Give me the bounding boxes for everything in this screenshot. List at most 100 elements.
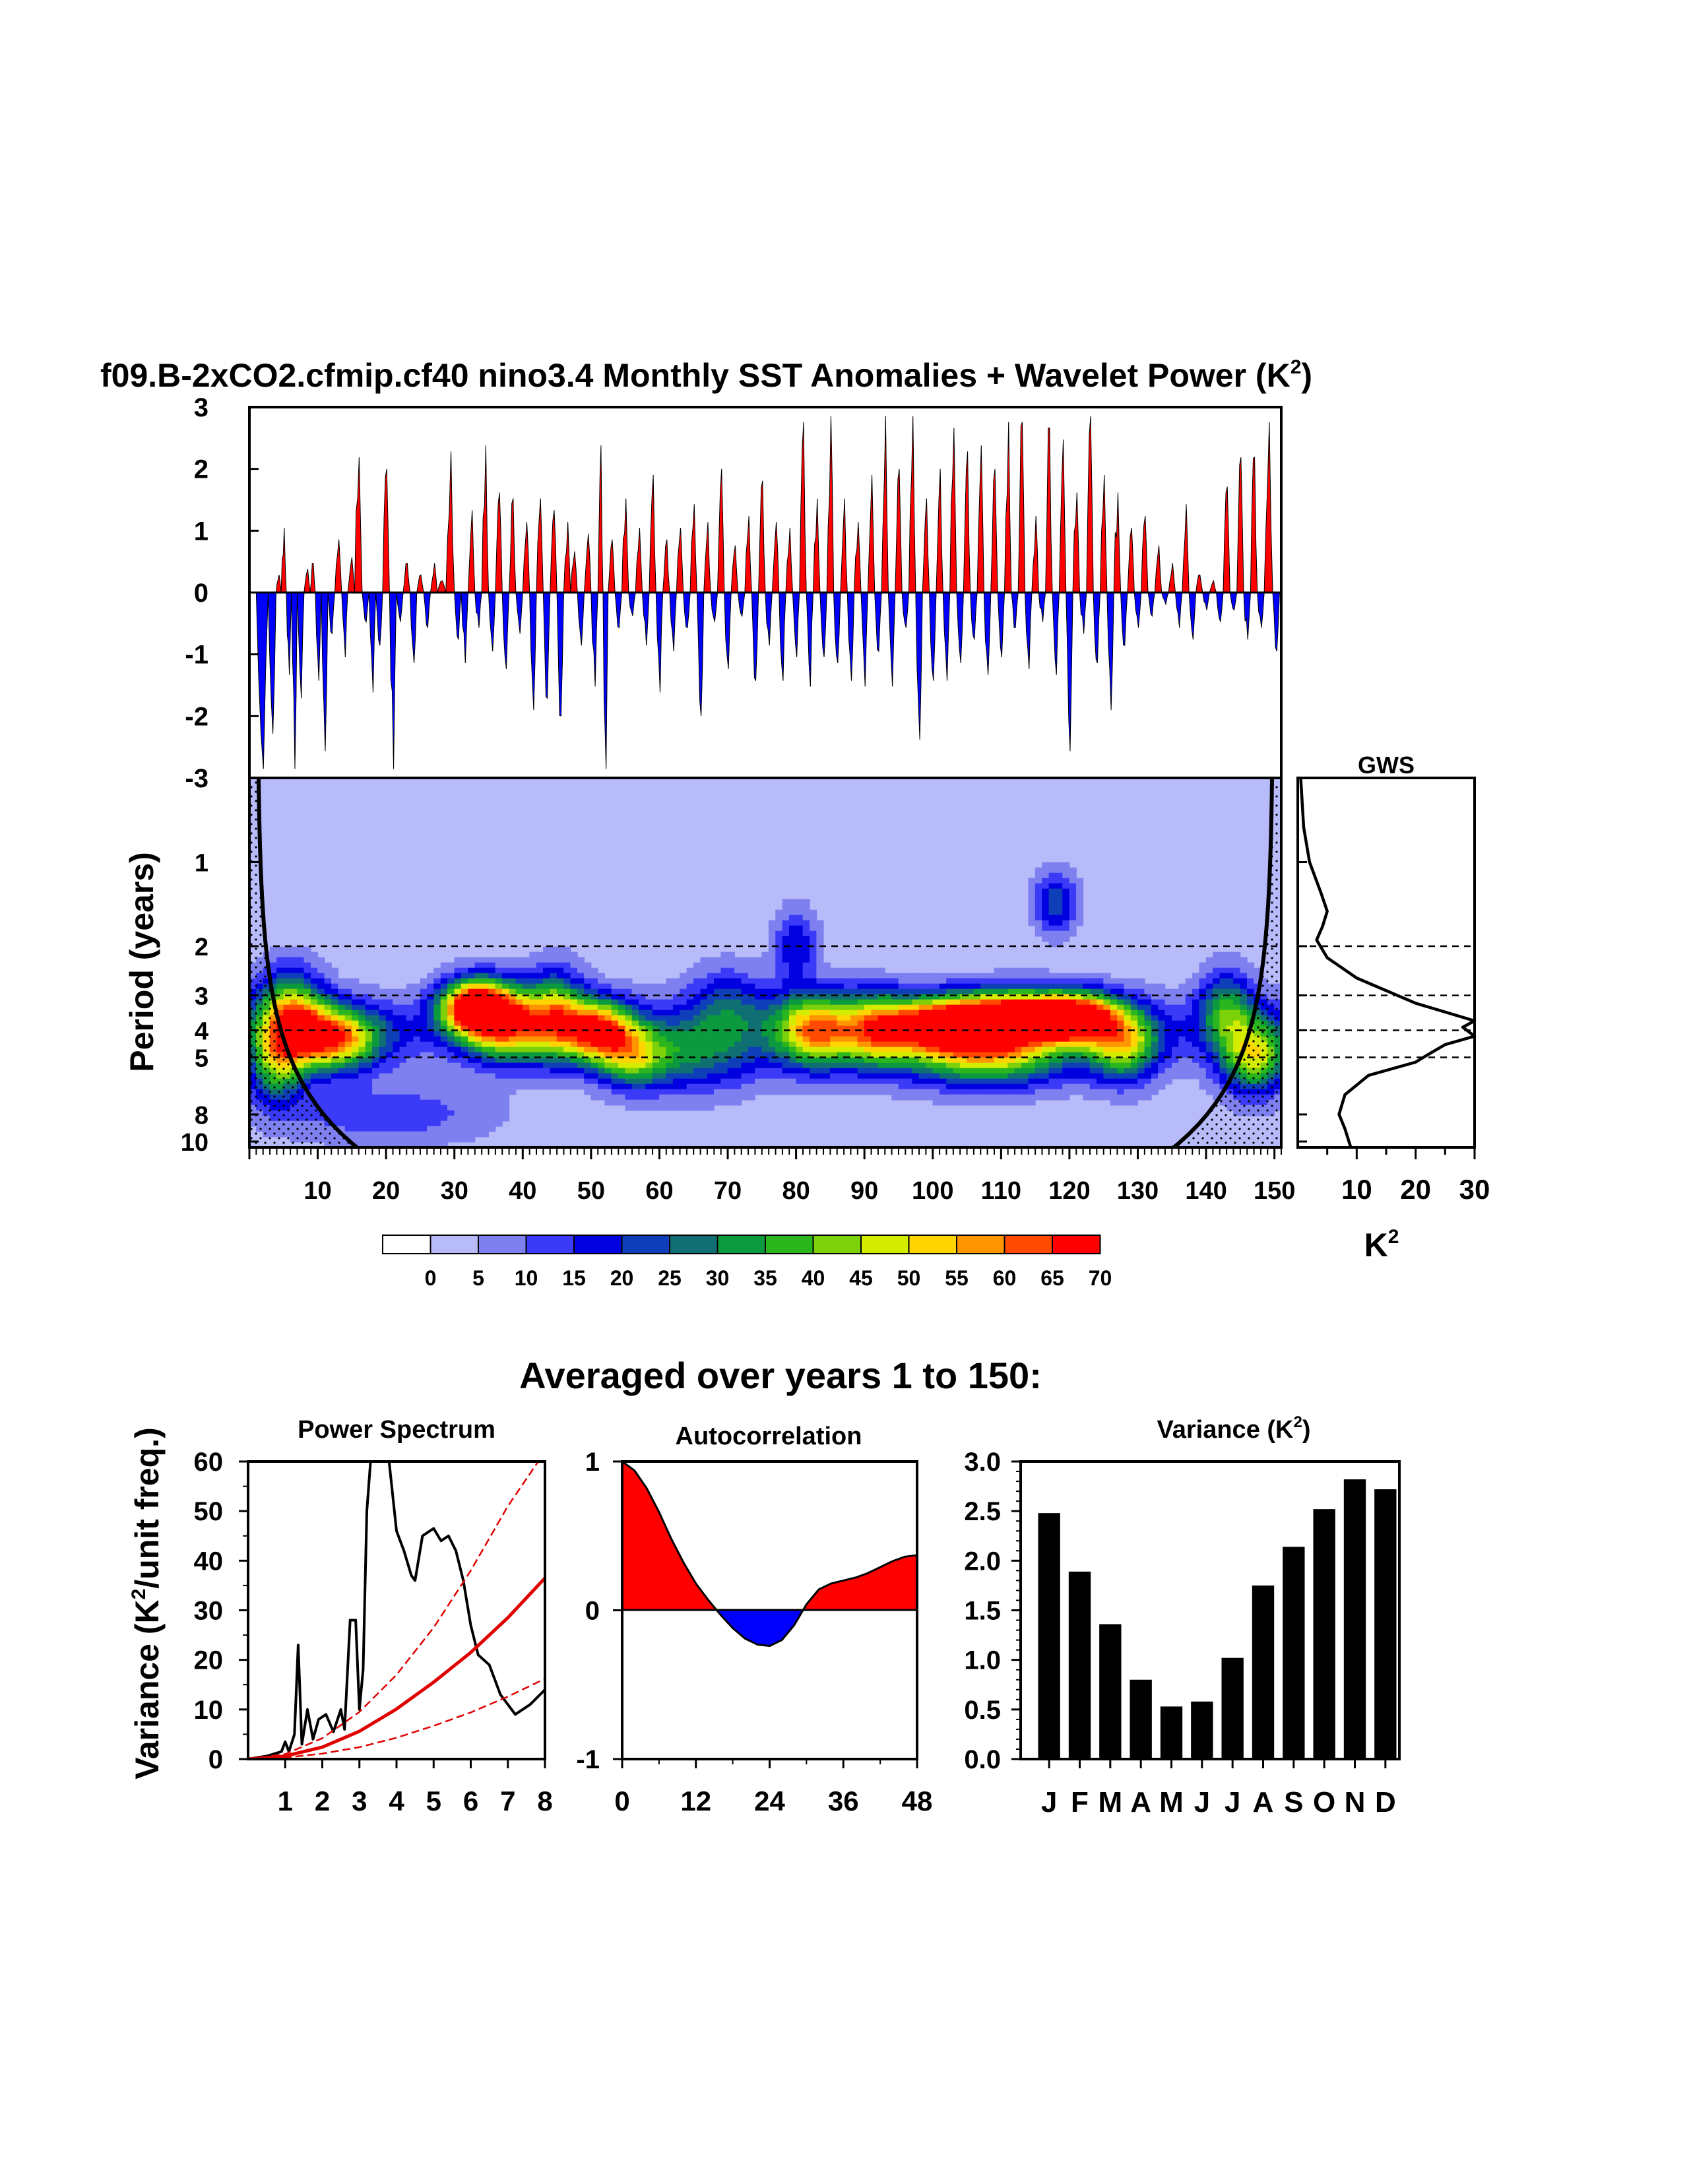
wavelet-cell <box>645 994 653 1000</box>
wavelet-cell <box>276 988 284 995</box>
wavelet-cell <box>1062 1031 1070 1037</box>
wavelet-cell <box>1062 904 1070 911</box>
wavelet-cell <box>802 1036 810 1043</box>
wavelet-cell <box>1117 1062 1125 1069</box>
wavelet-cell <box>796 973 804 979</box>
wavelet-cell <box>317 994 325 1000</box>
wavelet-cell <box>810 999 817 1006</box>
wavelet-cell <box>645 1041 653 1048</box>
wavelet-cell <box>604 988 612 995</box>
wavelet-cell <box>857 1004 865 1011</box>
wavelet-cell <box>556 973 564 979</box>
wavelet-cell <box>523 978 530 984</box>
wavelet-cell <box>290 994 298 1000</box>
wavelet-cell <box>550 973 558 979</box>
wavelet-cell <box>283 1015 291 1021</box>
wavelet-cell <box>686 988 694 995</box>
wavelet-cell <box>796 978 804 984</box>
wavelet-cell <box>946 1046 954 1053</box>
wavelet-cell <box>905 1004 913 1011</box>
wavelet-cell <box>433 1083 441 1090</box>
wavelet-cell <box>1021 1025 1029 1032</box>
wavelet-cell <box>1028 1073 1036 1079</box>
wavelet-cell <box>1110 988 1118 995</box>
wavelet-cell <box>987 999 995 1006</box>
wavelet-cell <box>1069 1068 1077 1074</box>
wavelet-cell <box>830 1083 838 1090</box>
wavelet-cell <box>372 1057 380 1064</box>
wavelet-cell <box>926 1073 934 1079</box>
wavelet-cell <box>748 988 755 995</box>
wavelet-cell <box>686 1015 694 1021</box>
wavelet-cell <box>433 1062 441 1069</box>
wavelet-cell <box>631 1089 639 1095</box>
wavelet-cell <box>413 1089 421 1095</box>
negative-anomaly <box>972 592 975 640</box>
wavelet-cell <box>515 962 523 969</box>
wavelet-cell <box>864 1031 872 1037</box>
wavelet-cell <box>727 1094 735 1101</box>
wavelet-cell <box>714 1046 722 1053</box>
wavelet-cell <box>680 1025 687 1032</box>
wavelet-cell <box>1233 1004 1241 1011</box>
wavelet-cell <box>331 1083 339 1090</box>
wavelet-cell <box>440 1078 448 1085</box>
wavelet-cell <box>631 988 639 995</box>
wavelet-cell <box>543 1015 551 1021</box>
wavelet-cell <box>666 1099 674 1106</box>
wavelet-cell <box>898 1073 906 1079</box>
wavelet-cell <box>1130 1083 1138 1090</box>
wavelet-cell <box>987 978 995 984</box>
wavelet-cell <box>1021 1099 1029 1106</box>
wavelet-cell <box>645 1062 653 1069</box>
wavelet-cell <box>338 999 346 1006</box>
wavelet-cell <box>433 1057 441 1064</box>
wavelet-cell <box>433 1078 441 1085</box>
wavelet-cell <box>816 1062 824 1069</box>
wavelet-cell <box>720 1020 728 1027</box>
wavelet-cell <box>310 962 319 969</box>
wavelet-cell <box>324 973 332 979</box>
wavelet-cell <box>1083 1046 1091 1053</box>
negative-anomaly <box>685 592 688 628</box>
wavelet-cell <box>1069 994 1077 1000</box>
wavelet-cell <box>420 1020 428 1027</box>
wavelet-cell <box>1151 1041 1159 1048</box>
wavelet-cell <box>1075 1020 1084 1027</box>
wavelet-cell <box>461 1020 468 1027</box>
wavelet-cell <box>338 1073 346 1079</box>
wavelet-cell <box>440 1052 448 1058</box>
wavelet-cell <box>468 1099 476 1106</box>
wavelet-cell <box>310 1089 319 1095</box>
wavelet-cell <box>1110 999 1118 1006</box>
wavelet-cell <box>590 988 598 995</box>
wavelet-cell <box>501 1099 510 1106</box>
wavelet-cell <box>912 1020 920 1027</box>
wavelet-cell <box>905 1057 913 1064</box>
wavelet-cell <box>1097 1083 1104 1090</box>
wavelet-cell <box>338 1057 346 1064</box>
wavelet-cell <box>440 1036 448 1043</box>
wavelet-cell <box>912 1078 920 1085</box>
wavelet-cell <box>290 1004 298 1011</box>
wavelet-cell <box>577 1010 585 1016</box>
wavelet-cell <box>1089 1031 1097 1037</box>
wavelet-cell <box>413 1052 421 1058</box>
wavelet-cell <box>625 1052 633 1058</box>
wavelet-cell <box>672 988 681 995</box>
wavelet-cell <box>468 973 476 979</box>
wavelet-cell <box>761 978 769 984</box>
wavelet-cell <box>755 1083 763 1090</box>
wavelet-cell <box>877 988 885 995</box>
wavelet-cell <box>584 1015 592 1021</box>
wavelet-cell <box>782 957 790 963</box>
wavelet-cell <box>734 967 742 974</box>
wavelet-cell <box>720 1010 728 1016</box>
wavelet-cell <box>529 1078 537 1085</box>
wavelet-cell <box>1048 941 1056 947</box>
wavelet-cell <box>1233 973 1241 979</box>
wavelet-cell <box>788 1004 797 1011</box>
wavelet-cell <box>393 1073 400 1079</box>
wavelet-cell <box>639 1015 647 1021</box>
wavelet-cell <box>734 1041 742 1048</box>
